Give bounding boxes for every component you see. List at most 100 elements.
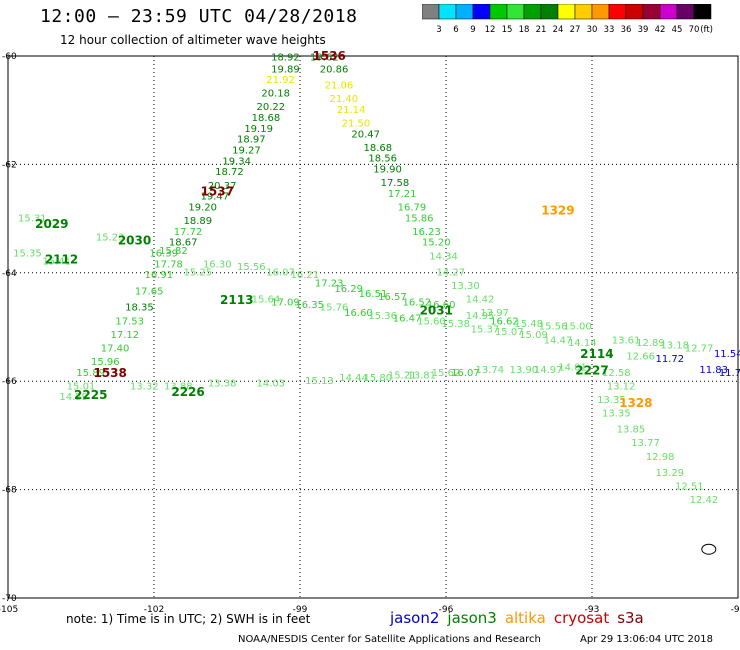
timestamp: Apr 29 13:06:04 UTC 2018	[580, 634, 713, 645]
wave-height-value: 12.98	[646, 452, 675, 463]
wave-height-value: 15.36	[368, 311, 397, 322]
wave-height-value: 12.58	[602, 368, 631, 379]
wave-height-value: 13.29	[656, 468, 685, 479]
track-label: 1329	[541, 203, 574, 217]
wave-height-value: 16.47	[393, 314, 422, 325]
wave-height-value: 16.07	[266, 268, 295, 279]
wave-height-value: 11.83	[699, 365, 728, 376]
wave-height-value: 13.35	[602, 408, 631, 419]
wave-height-value: 16.51	[359, 289, 388, 300]
y-tick-label: -62	[2, 160, 17, 170]
wave-height-value: 18.56	[368, 154, 397, 165]
wave-height-value: 13.85	[617, 425, 646, 436]
wave-height-value: 16.35	[295, 300, 324, 311]
track-label: 2030	[118, 233, 151, 247]
wave-height-value: 12.51	[675, 482, 704, 493]
wave-height-value: 14.42	[466, 295, 495, 306]
wave-height-value: 19.27	[232, 146, 261, 157]
mission-s3a: s3a	[617, 609, 644, 627]
wave-height-value: 13.77	[631, 438, 660, 449]
wave-height-value: 20.47	[351, 129, 380, 140]
wave-height-value: 18.68	[364, 143, 393, 154]
color-scale-tick: 24	[553, 25, 564, 35]
wave-height-value: 15.60	[417, 316, 446, 327]
track-label: 1536	[312, 49, 345, 63]
track-label: 2112	[45, 252, 78, 266]
track-label: 2031	[420, 304, 453, 318]
color-scale-tick: 3	[436, 25, 441, 35]
wave-height-value: 13.30	[451, 281, 480, 292]
wave-height-value: 15.41	[42, 257, 71, 268]
x-tick-label: -99	[293, 605, 308, 615]
color-swatch	[693, 4, 712, 20]
wave-height-value: 15.23	[96, 232, 125, 243]
wave-height-value: 19.47	[201, 192, 230, 203]
footer-note: note: 1) Time is in UTC; 2) SWH is in fe…	[66, 612, 311, 626]
wave-height-value: 13.97	[480, 308, 509, 319]
wave-height-value: 18.35	[125, 303, 154, 314]
wave-height-value: 14.47	[544, 335, 573, 346]
wave-height-value: 16.23	[412, 227, 441, 238]
y-tick-label: -64	[2, 269, 17, 279]
wave-height-value: 17.72	[174, 227, 203, 238]
wave-height-value: 18.67	[169, 238, 198, 249]
wave-height-value: 16.60	[344, 308, 373, 319]
wave-height-value: 19.90	[373, 165, 402, 176]
wave-height-value: 15.86	[405, 213, 434, 224]
x-tick-label: -105	[0, 605, 18, 615]
wave-height-value: 15.13	[305, 376, 334, 387]
wave-height-value: 12.66	[626, 352, 655, 363]
wave-height-value: 18.97	[237, 135, 266, 146]
wave-height-value: 14.34	[429, 251, 458, 262]
wave-height-value: 14.03	[256, 379, 285, 390]
wave-height-value: 12.77	[685, 343, 714, 354]
wave-height-value: 14.44	[339, 373, 368, 384]
wave-height-value: 13.18	[660, 341, 689, 352]
wave-height-value: 21.50	[342, 118, 371, 129]
wave-height-value: 16.30	[203, 259, 232, 270]
wave-height-value: 19.34	[222, 156, 251, 167]
mission-cryosat: cryosat	[553, 609, 610, 627]
color-scale-tick: 45	[672, 25, 683, 35]
wave-height-value: 21.06	[325, 81, 354, 92]
wave-height-value: 17.40	[101, 343, 130, 354]
wave-height-value: 13.81	[407, 370, 436, 381]
wave-height-value: 15.20	[422, 238, 451, 249]
color-scale-tick: 36	[621, 25, 632, 35]
wave-height-value: 16.21	[291, 270, 320, 281]
wave-height-value: 16.52	[402, 297, 431, 308]
wave-height-value: 11.54	[714, 349, 740, 360]
wave-height-value: 17.23	[315, 278, 344, 289]
wave-height-value: 15.62	[432, 368, 461, 379]
wave-height-value: 15.89	[76, 368, 105, 379]
color-scale-tick: 27	[570, 25, 581, 35]
page-subtitle: 12 hour collection of altimeter wave hei…	[60, 33, 326, 47]
wave-height-value: 15.01	[67, 381, 96, 392]
wave-height-value: 13.88	[164, 381, 193, 392]
wave-height-value: 20.86	[320, 64, 349, 75]
wave-height-value: 21.40	[329, 94, 358, 105]
wave-height-value: 13.74	[475, 365, 504, 376]
track-label: 1537	[201, 185, 234, 199]
wave-height-value: 17.58	[381, 178, 410, 189]
wave-height-value: 14.27	[437, 268, 466, 279]
wave-height-value: 13.35	[597, 395, 626, 406]
page-title: 12:00 – 23:59 UTC 04/28/2018	[40, 6, 358, 27]
wave-height-value: 15.76	[320, 303, 349, 314]
x-tick-label: -102	[144, 605, 164, 615]
x-tick-label: -96	[439, 605, 454, 615]
color-scale-tick: 33	[604, 25, 615, 35]
wave-height-value: 12.89	[636, 338, 665, 349]
track-label: 2029	[35, 217, 68, 231]
wave-height-value: 13.38	[208, 379, 237, 390]
wave-height-value: 16.57	[378, 292, 407, 303]
wave-height-value: 17.09	[271, 297, 300, 308]
wave-height-value: 20.18	[261, 89, 290, 100]
wave-height-value: 14.97	[534, 365, 563, 376]
wave-height-value: 16.60	[427, 300, 456, 311]
color-scale-tick: 30	[587, 25, 598, 35]
wave-height-value: 16.29	[334, 284, 363, 295]
color-scale-tick: 42	[655, 25, 666, 35]
wave-height-value: 20.22	[256, 102, 285, 113]
color-scale-tick: 12	[485, 25, 496, 35]
